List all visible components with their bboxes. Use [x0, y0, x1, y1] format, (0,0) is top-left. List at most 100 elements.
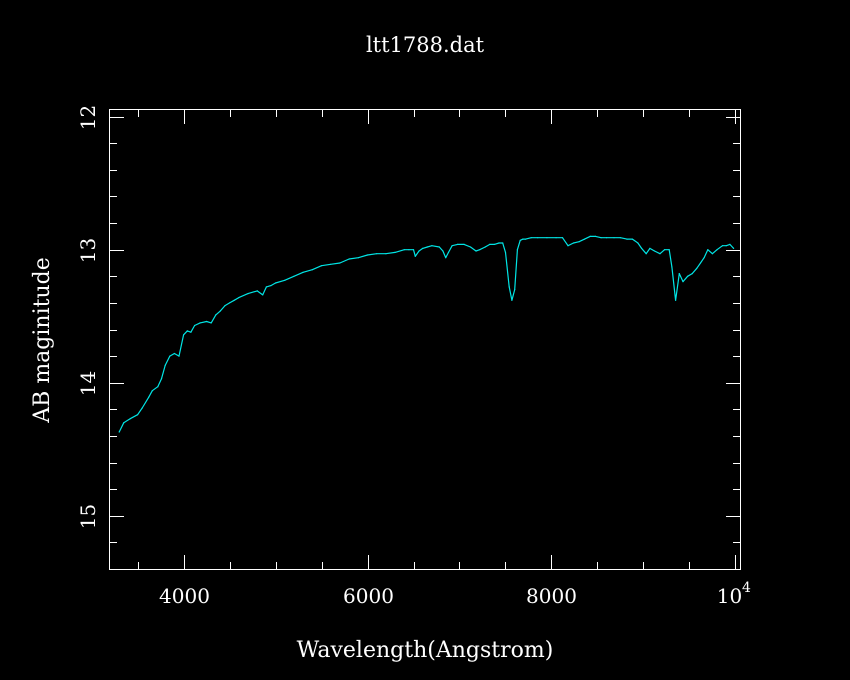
data-point	[445, 257, 447, 259]
data-point	[256, 290, 258, 292]
data-point	[484, 246, 486, 248]
data-point	[707, 249, 709, 251]
data-point	[357, 257, 359, 259]
data-point	[330, 263, 332, 265]
data-point	[671, 266, 673, 268]
data-point	[366, 254, 369, 256]
data-point	[442, 250, 444, 252]
data-point	[475, 250, 477, 252]
data-point	[148, 396, 150, 398]
data-point	[320, 265, 323, 267]
data-point	[687, 275, 689, 277]
data-point	[498, 242, 500, 244]
data-point	[339, 262, 341, 264]
data-point	[215, 314, 217, 316]
data-point	[219, 310, 221, 312]
data-point	[584, 238, 586, 240]
data-point	[199, 322, 201, 324]
data-point	[141, 407, 143, 409]
data-point	[414, 255, 416, 257]
data-point	[206, 320, 208, 323]
data-point	[418, 250, 420, 252]
data-point	[653, 250, 656, 252]
data-point	[262, 294, 264, 296]
data-point	[469, 246, 472, 248]
data-point	[293, 275, 295, 277]
data-point	[733, 247, 735, 249]
x-tick-label: 6000	[343, 584, 394, 608]
data-point	[675, 299, 677, 301]
series-line	[118, 235, 735, 433]
data-point	[649, 247, 651, 249]
y-tick-label: 15	[76, 504, 100, 529]
data-point	[696, 267, 698, 269]
data-point	[173, 352, 175, 355]
data-point	[376, 253, 378, 255]
series-points	[118, 235, 735, 433]
data-point	[716, 249, 718, 251]
data-point	[637, 242, 639, 244]
data-point	[178, 355, 180, 357]
data-point	[589, 235, 591, 237]
data-point	[519, 239, 521, 241]
data-point	[600, 237, 602, 239]
data-point	[426, 246, 428, 248]
data-point	[578, 241, 580, 243]
data-point	[508, 286, 510, 288]
data-point	[572, 242, 575, 244]
data-point	[224, 305, 226, 307]
data-point	[514, 289, 516, 291]
data-point	[247, 293, 249, 295]
data-point	[595, 235, 597, 237]
axis-ticks	[110, 110, 740, 570]
data-point	[422, 247, 424, 249]
data-point	[348, 258, 350, 260]
data-point	[137, 414, 139, 416]
data-point	[451, 245, 453, 247]
data-point	[493, 243, 495, 245]
data-point	[511, 299, 513, 301]
data-point	[412, 249, 415, 251]
data-point	[711, 253, 714, 255]
data-point	[567, 245, 569, 247]
data-point	[385, 253, 387, 255]
data-point	[691, 273, 693, 275]
x-axis-label: Wavelength(Angstrom)	[297, 638, 554, 663]
data-point	[641, 247, 643, 249]
data-point	[270, 285, 272, 287]
data-point	[725, 245, 727, 247]
data-point	[403, 249, 405, 251]
data-point	[631, 238, 634, 240]
data-point	[447, 251, 450, 253]
data-point	[302, 271, 304, 273]
data-point	[546, 237, 548, 239]
plot-frame	[109, 109, 741, 570]
data-point	[265, 286, 267, 288]
data-point	[190, 331, 192, 333]
data-point	[194, 324, 196, 327]
data-point	[561, 237, 564, 239]
data-point	[129, 418, 131, 420]
data-point	[151, 390, 153, 392]
data-point	[169, 355, 171, 357]
data-point	[504, 251, 507, 253]
data-point	[606, 237, 608, 239]
data-point	[530, 237, 532, 239]
x-tick-label: 8000	[526, 584, 577, 608]
data-point	[457, 243, 459, 245]
data-point	[164, 364, 166, 366]
data-point	[555, 237, 557, 239]
data-point	[311, 269, 313, 271]
data-point	[729, 243, 731, 245]
data-point	[394, 251, 396, 253]
data-point	[238, 297, 240, 299]
data-point	[408, 249, 410, 251]
data-point	[233, 299, 235, 301]
data-point	[659, 253, 661, 255]
data-point	[157, 386, 159, 388]
y-tick-label: 13	[76, 238, 100, 263]
data-point	[699, 262, 702, 264]
y-tick-label: 14	[76, 371, 100, 396]
data-point	[438, 246, 440, 248]
data-point	[160, 378, 163, 380]
